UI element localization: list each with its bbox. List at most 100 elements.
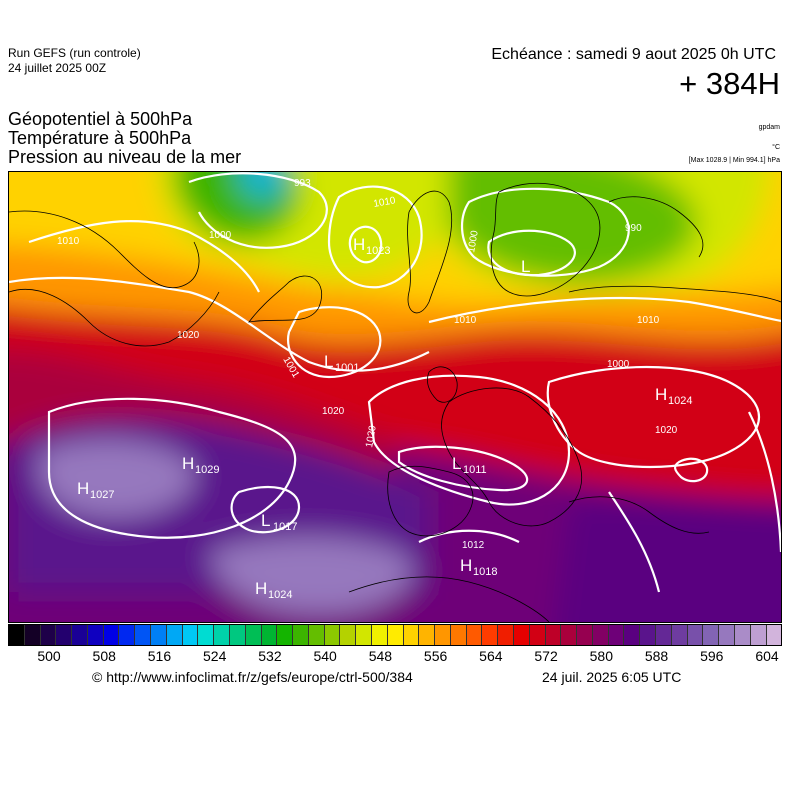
isobar-label: 1020: [177, 330, 200, 341]
unit-temperature: °C: [772, 144, 780, 151]
isobars: [9, 172, 781, 593]
svg-text:1018: 1018: [473, 566, 497, 578]
run-date: 24 juillet 2025 00Z: [8, 61, 107, 75]
valid-time: Echéance : samedi 9 aout 2025 0h UTC: [491, 46, 776, 63]
pressure-center: L 1017: [261, 511, 297, 533]
color-scale-cell: [640, 625, 657, 645]
isobar-label: 990: [625, 223, 642, 234]
color-scale-cell: [435, 625, 451, 645]
pressure-center: H 1023: [353, 235, 390, 257]
isobar-label: 1020: [322, 406, 345, 417]
color-scale-tick-label: 604: [755, 648, 779, 664]
svg-text:1027: 1027: [90, 489, 114, 501]
color-scale-cell: [356, 625, 372, 645]
color-scale-cell: [450, 625, 467, 645]
color-scale-tick-label: 508: [92, 648, 116, 664]
unit-pressure: [Max 1028.9 | Min 994.1] hPa: [688, 157, 780, 164]
svg-text:L: L: [261, 511, 270, 530]
color-scale-cell: [624, 625, 641, 645]
isobar-label: 1000: [466, 229, 481, 253]
color-scale-tick-label: 500: [37, 648, 61, 664]
color-scale-cell: [151, 625, 167, 645]
color-scale-cell: [514, 625, 530, 645]
color-scale-cell: [56, 625, 73, 645]
color-scale-tick-label: 588: [644, 648, 669, 664]
color-scale-cell: [324, 625, 341, 645]
color-scale-cell: [40, 625, 57, 645]
pressure-centers: H 1029 H 1027 L 1017 H 1024 H 1023 L 100…: [77, 235, 692, 601]
isobar-label: 1020: [364, 424, 379, 448]
color-scale-cell: [371, 625, 388, 645]
color-scale-cell: [293, 625, 309, 645]
pressure-center: H 1024: [255, 579, 292, 601]
svg-text:H: H: [460, 556, 472, 575]
color-scale-cell: [561, 625, 578, 645]
isobar-label: 1000: [607, 359, 630, 370]
run-info: Run GEFS (run controle) 24 juillet 2025 …: [8, 46, 141, 76]
color-scale-cell: [466, 625, 483, 645]
color-scale-cell: [750, 625, 767, 645]
color-scale-cell: [245, 625, 262, 645]
color-scale-cell: [166, 625, 183, 645]
isobar-label: 1010: [373, 195, 397, 210]
color-scale: [8, 624, 782, 646]
color-scale-tick-label: 532: [258, 648, 282, 664]
isobar-label: 1010: [454, 315, 477, 326]
pressure-center: H 1018: [460, 556, 497, 578]
color-scale-cell: [135, 625, 152, 645]
coastlines: [9, 182, 781, 622]
param-temperature: Température à 500hPa: [8, 128, 192, 148]
temperature-field: [9, 172, 781, 622]
run-model: Run GEFS (run controle): [8, 46, 141, 60]
color-scale-cell: [577, 625, 593, 645]
color-scale-cell: [119, 625, 136, 645]
isobar-label: 1000: [209, 230, 232, 241]
svg-text:L: L: [324, 352, 333, 371]
color-scale-cell: [592, 625, 609, 645]
color-scale-ticks: 500 508 516 524 532 540 548 556 564 572 580 588 596 6…: [8, 648, 780, 666]
svg-text:1011: 1011: [463, 464, 487, 476]
generation-time: 24 juil. 2025 6:05 UTC: [542, 669, 682, 685]
param-geopotential: Géopotentiel à 500hPa: [8, 109, 193, 129]
isobar-label: 1012: [462, 540, 485, 551]
svg-text:H: H: [255, 579, 267, 598]
pressure-center: L 1001: [324, 352, 359, 374]
source-credit: © http://www.infoclimat.fr/z/gefs/europe…: [92, 669, 413, 685]
color-scale-tick-label: 548: [368, 648, 393, 664]
svg-text:H: H: [353, 235, 365, 254]
color-scale-cell: [387, 625, 404, 645]
color-scale-cell: [261, 625, 278, 645]
color-scale-tick-label: 564: [479, 648, 503, 664]
isobar-label: 1010: [637, 315, 660, 326]
color-scale-cell: [340, 625, 357, 645]
param-pressure: Pression au niveau de la mer: [8, 147, 242, 167]
color-scale-cell: [214, 625, 230, 645]
color-scale-cell: [482, 625, 499, 645]
pressure-center: L 1011: [452, 454, 487, 476]
color-scale-tick-label: 572: [534, 648, 558, 664]
color-scale-cell: [24, 625, 41, 645]
isobar-label: 993: [294, 178, 311, 189]
color-scale-tick-label: 516: [147, 648, 172, 664]
lead-time: + 384H: [679, 66, 780, 101]
color-scale-cell: [72, 625, 88, 645]
isobar-labels: 993 1000 1010 1020 1020 1020 1001 1010 1…: [57, 178, 678, 551]
color-scale-cell: [719, 625, 735, 645]
svg-text:H: H: [655, 385, 667, 404]
color-scale-tick-label: 524: [203, 648, 227, 664]
color-scale-cell: [229, 625, 246, 645]
svg-text:L: L: [452, 454, 461, 473]
svg-text:1017: 1017: [273, 521, 297, 533]
isobar-label: 1010: [57, 236, 80, 247]
pressure-center: H 1029: [182, 454, 219, 476]
svg-text:1029: 1029: [195, 464, 219, 476]
color-scale-tick-label: 596: [700, 648, 724, 664]
color-scale-cell: [403, 625, 420, 645]
weather-map: 993 1000 1010 1020 1020 1020 1001 1010 1…: [8, 171, 782, 623]
isobar-label: 1020: [655, 425, 678, 436]
svg-text:1023: 1023: [366, 245, 390, 257]
map-canvas: 993 1000 1010 1020 1020 1020 1001 1010 1…: [9, 172, 781, 622]
color-scale-cell: [687, 625, 704, 645]
color-scale-cell: [419, 625, 436, 645]
color-scale-tick-label: 540: [313, 648, 337, 664]
